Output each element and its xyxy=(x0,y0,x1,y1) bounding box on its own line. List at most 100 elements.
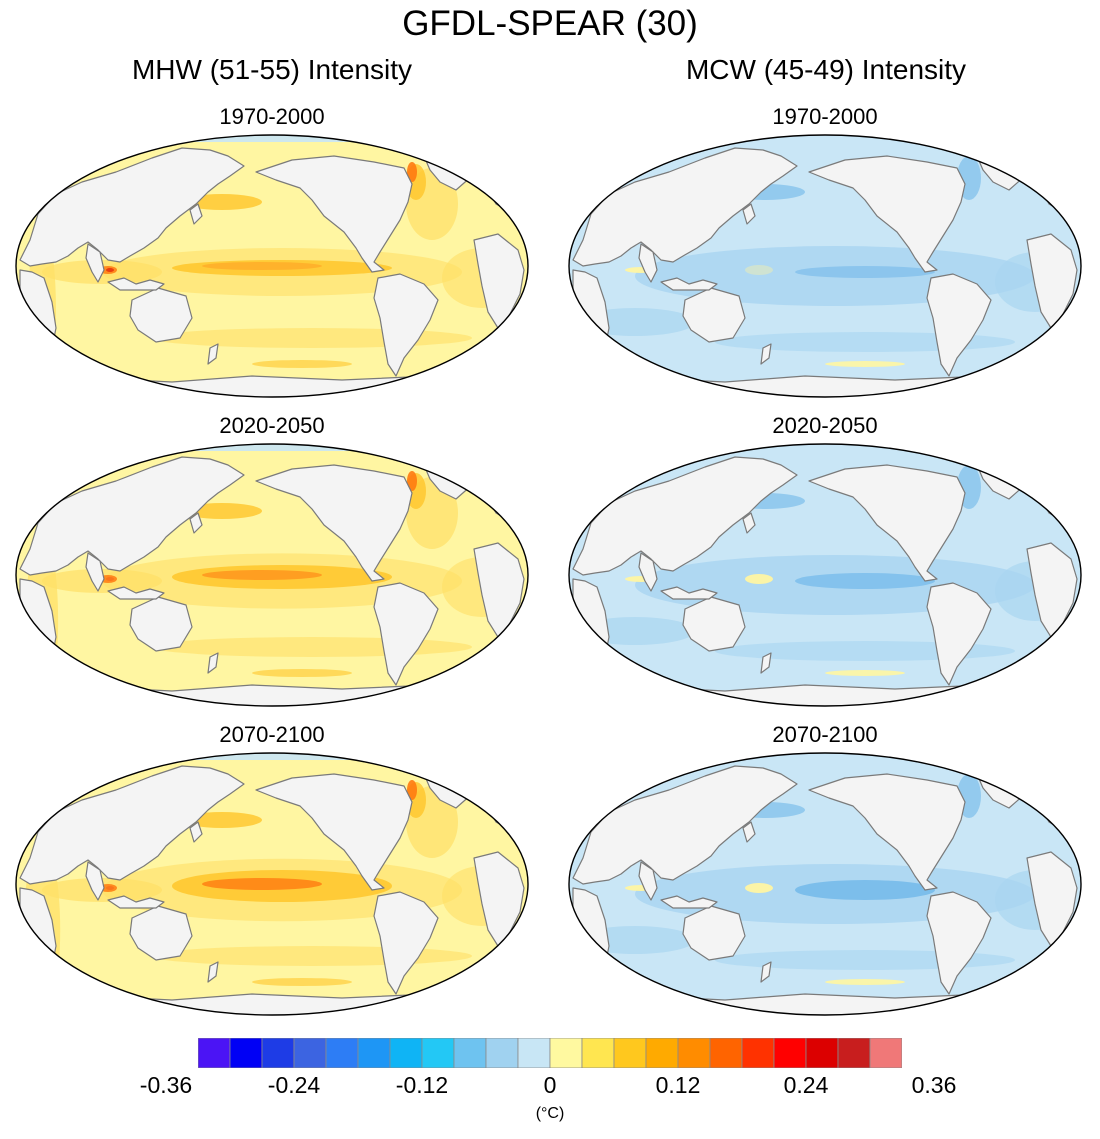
land-new-zealand xyxy=(760,961,772,983)
land-australia xyxy=(129,596,193,652)
map-title-mhw-1970-2000: 1970-2000 xyxy=(219,104,325,129)
map-mcw-2070-2100 xyxy=(568,752,1082,1016)
column-title-mhw: MHW (51-55) Intensity xyxy=(131,54,413,85)
colorbar-swatch xyxy=(453,1038,487,1068)
land-north-america xyxy=(255,464,413,582)
colorbar-swatch xyxy=(869,1038,902,1068)
map-outline xyxy=(15,443,529,707)
map-outline xyxy=(15,134,529,398)
anomaly-region-10 xyxy=(106,268,114,272)
arctic-band xyxy=(16,135,528,142)
map-mcw-2020-2050 xyxy=(568,443,1082,707)
colorbar-swatch xyxy=(485,1038,519,1068)
land-indonesia xyxy=(107,277,165,291)
colorbar-swatch xyxy=(837,1038,871,1068)
arctic-band xyxy=(569,753,1081,760)
anomaly-region-10 xyxy=(106,886,114,890)
colorbar-tick-label: 0.12 xyxy=(655,1072,701,1098)
colorbar-tick-label: -0.36 xyxy=(139,1072,193,1098)
land-india xyxy=(638,861,658,901)
land-new-zealand xyxy=(207,343,219,365)
land-new-zealand xyxy=(207,961,219,983)
colorbar-swatch xyxy=(645,1038,679,1068)
land-indonesia xyxy=(660,277,718,291)
anomaly-region-11 xyxy=(825,979,905,985)
map-title-mcw-2070-2100: 2070-2100 xyxy=(772,722,878,747)
map-outline xyxy=(568,752,1082,1016)
land-asia-europe xyxy=(19,456,245,576)
arctic-band xyxy=(16,753,528,760)
land-japan xyxy=(189,821,203,843)
anomaly-region-10 xyxy=(745,265,773,275)
map-mhw-2070-2100 xyxy=(15,752,529,1016)
land-asia-europe xyxy=(572,765,798,885)
anomaly-region-10 xyxy=(745,883,773,893)
anomaly-region-1 xyxy=(795,266,935,278)
land-japan xyxy=(742,512,756,534)
colorbar-tick-label: -0.24 xyxy=(267,1072,321,1098)
map-title-mhw-2070-2100: 2070-2100 xyxy=(219,722,325,747)
anomaly-region-11 xyxy=(825,361,905,367)
land-north-america xyxy=(255,155,413,273)
land-south-america xyxy=(373,582,439,686)
anomaly-region-13 xyxy=(252,360,352,368)
colorbar-swatch xyxy=(677,1038,711,1068)
land-india xyxy=(85,861,105,901)
colorbar-swatch xyxy=(293,1038,327,1068)
land-india xyxy=(85,243,105,283)
land-indonesia xyxy=(660,895,718,909)
land-india xyxy=(638,552,658,592)
colorbar-swatch xyxy=(709,1038,743,1068)
anomaly-region-10 xyxy=(745,574,773,584)
land-japan xyxy=(189,203,203,225)
arctic-band xyxy=(569,444,1081,451)
land-indonesia xyxy=(107,895,165,909)
land-north-america xyxy=(808,155,966,273)
figure-title: GFDL-SPEAR (30) xyxy=(402,4,698,43)
anomaly-region-1 xyxy=(795,573,935,589)
land-asia-europe xyxy=(19,765,245,885)
land-south-america xyxy=(373,891,439,995)
map-mcw-1970-2000 xyxy=(568,134,1082,398)
land-north-america xyxy=(255,773,413,891)
map-title-mhw-2020-2050: 2020-2050 xyxy=(219,413,325,438)
anomaly-region-11 xyxy=(202,570,322,580)
anomaly-region-2 xyxy=(172,260,392,276)
colorbar-swatch xyxy=(581,1038,615,1068)
arctic-band xyxy=(569,135,1081,142)
land-new-zealand xyxy=(760,652,772,674)
colorbar xyxy=(198,1038,902,1068)
land-new-zealand xyxy=(760,343,772,365)
anomaly-region-8 xyxy=(407,162,417,182)
map-mhw-2020-2050 xyxy=(15,443,529,707)
anomaly-region-8 xyxy=(407,471,417,491)
anomaly-region-1 xyxy=(795,880,935,900)
land-australia xyxy=(682,287,746,343)
land-japan xyxy=(742,203,756,225)
map-title-mcw-1970-2000: 1970-2000 xyxy=(772,104,878,129)
land-asia-europe xyxy=(19,147,245,267)
map-title-mcw-2020-2050: 2020-2050 xyxy=(772,413,878,438)
colorbar-swatch xyxy=(421,1038,455,1068)
column-title-mcw: MCW (45-49) Intensity xyxy=(685,54,967,85)
land-australia xyxy=(682,596,746,652)
colorbar-swatch xyxy=(741,1038,775,1068)
colorbar-tick-label: 0.24 xyxy=(783,1072,829,1098)
land-south-america xyxy=(926,582,992,686)
land-south-america xyxy=(926,273,992,377)
land-australia xyxy=(682,905,746,961)
colorbar-tick-label: 0 xyxy=(543,1072,557,1098)
colorbar-swatch xyxy=(198,1038,231,1068)
map-mhw-1970-2000 xyxy=(15,134,529,398)
anomaly-region-13 xyxy=(252,669,352,677)
land-japan xyxy=(189,512,203,534)
land-indonesia xyxy=(107,586,165,600)
map-outline xyxy=(15,752,529,1016)
colorbar-swatch xyxy=(357,1038,391,1068)
map-outline xyxy=(568,134,1082,398)
colorbar-swatch xyxy=(613,1038,647,1068)
land-india xyxy=(638,243,658,283)
colorbar-tick-label: -0.12 xyxy=(395,1072,449,1098)
map-outline xyxy=(568,443,1082,707)
anomaly-region-11 xyxy=(825,670,905,676)
